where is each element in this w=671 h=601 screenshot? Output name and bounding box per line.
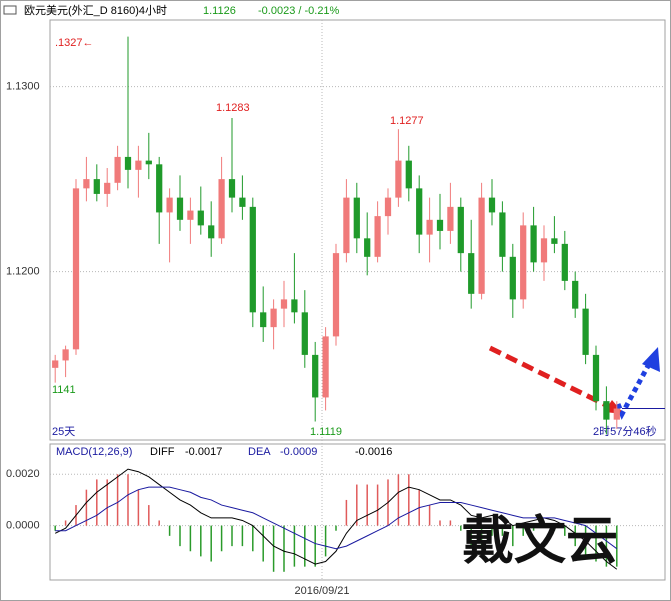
change: -0.0023 / -0.21%	[258, 5, 340, 17]
icon	[3, 5, 17, 15]
candle-body	[332, 253, 340, 337]
candle-body	[239, 197, 246, 207]
candle-body	[353, 197, 360, 239]
candle-body	[436, 219, 444, 231]
candle-body	[426, 219, 433, 235]
trend-arrow	[488, 345, 614, 411]
candle-body	[603, 401, 610, 420]
diff-value: -0.0017	[185, 446, 222, 458]
dea-label: DEA	[248, 446, 271, 458]
candle-body	[447, 206, 454, 231]
symbol: 欧元美元(外汇_D 8160)4小时	[24, 4, 167, 17]
annotation: 1.1119	[310, 426, 342, 438]
rebound-arrow	[615, 364, 651, 420]
diff-line	[54, 468, 618, 570]
y-tick-label: 1.1200	[6, 266, 40, 278]
candle-body	[291, 299, 298, 313]
watermark: 戴文云	[462, 511, 618, 572]
candle-body	[197, 210, 204, 226]
price-panel	[49, 19, 666, 441]
candle-body	[176, 197, 184, 220]
candle-body	[135, 160, 142, 170]
candle-body	[582, 308, 589, 355]
candle-body	[364, 238, 371, 257]
candle-body	[312, 354, 319, 398]
candle-body	[520, 225, 527, 300]
candle-body	[52, 360, 59, 368]
candle-body	[322, 336, 329, 398]
candle-body	[551, 238, 558, 244]
candle-body	[124, 156, 132, 170]
candle-body	[395, 160, 402, 198]
candle-body	[509, 256, 516, 300]
candle-body	[260, 312, 267, 328]
candle-body	[530, 225, 537, 263]
candle-body	[499, 212, 506, 257]
candle-body	[62, 349, 69, 361]
candle-body	[540, 238, 548, 263]
candle-body	[468, 253, 475, 294]
candle-body	[572, 280, 579, 309]
candle-body	[249, 206, 256, 313]
annotation: 2时57分46秒	[593, 424, 657, 438]
dea-line	[55, 486, 618, 550]
candle-body	[613, 408, 620, 420]
x-label: 2016/09/21	[294, 585, 349, 597]
candle-body	[374, 216, 381, 257]
annotation: 1.1277	[390, 115, 424, 127]
candle-body	[478, 197, 485, 294]
candle-body	[72, 188, 80, 350]
candle-body	[416, 188, 423, 235]
candle-body	[384, 197, 392, 217]
candle-body	[208, 225, 215, 239]
candle-body	[405, 160, 412, 189]
candle-body	[83, 179, 90, 189]
macd-value: -0.0016	[355, 446, 392, 458]
candle-body	[93, 179, 100, 194]
candle-body	[301, 312, 308, 355]
macd-title: MACD(12,26,9)	[56, 446, 132, 458]
candle-body	[166, 197, 173, 213]
last-price: 1.1126	[203, 5, 236, 17]
annotation: 1141	[52, 384, 76, 396]
candle-body	[280, 299, 288, 309]
candle-body	[104, 182, 111, 194]
candle-body	[592, 354, 600, 402]
candle-body	[343, 197, 350, 254]
candle-body	[187, 210, 194, 220]
annotation: .1327←	[55, 37, 94, 49]
macd-panel	[49, 443, 666, 581]
candle-body	[488, 197, 496, 213]
candle-body	[228, 179, 236, 198]
y-tick-label: 0.0020	[6, 468, 40, 480]
candle-body	[561, 243, 568, 281]
candle-body	[457, 206, 464, 254]
arrowhead	[642, 347, 660, 372]
diff-label: DIFF	[150, 446, 175, 458]
candle-body	[114, 156, 121, 183]
candle-body	[145, 160, 152, 165]
dea-value: -0.0009	[280, 446, 317, 458]
annotation: 25天	[52, 426, 75, 438]
candle-body	[218, 179, 225, 239]
annotation: 1.1283	[216, 102, 250, 114]
candle-body	[270, 308, 277, 328]
y-tick-label: 0.0000	[6, 520, 40, 532]
y-tick-label: 1.1300	[6, 81, 40, 93]
candle-body	[156, 164, 163, 213]
